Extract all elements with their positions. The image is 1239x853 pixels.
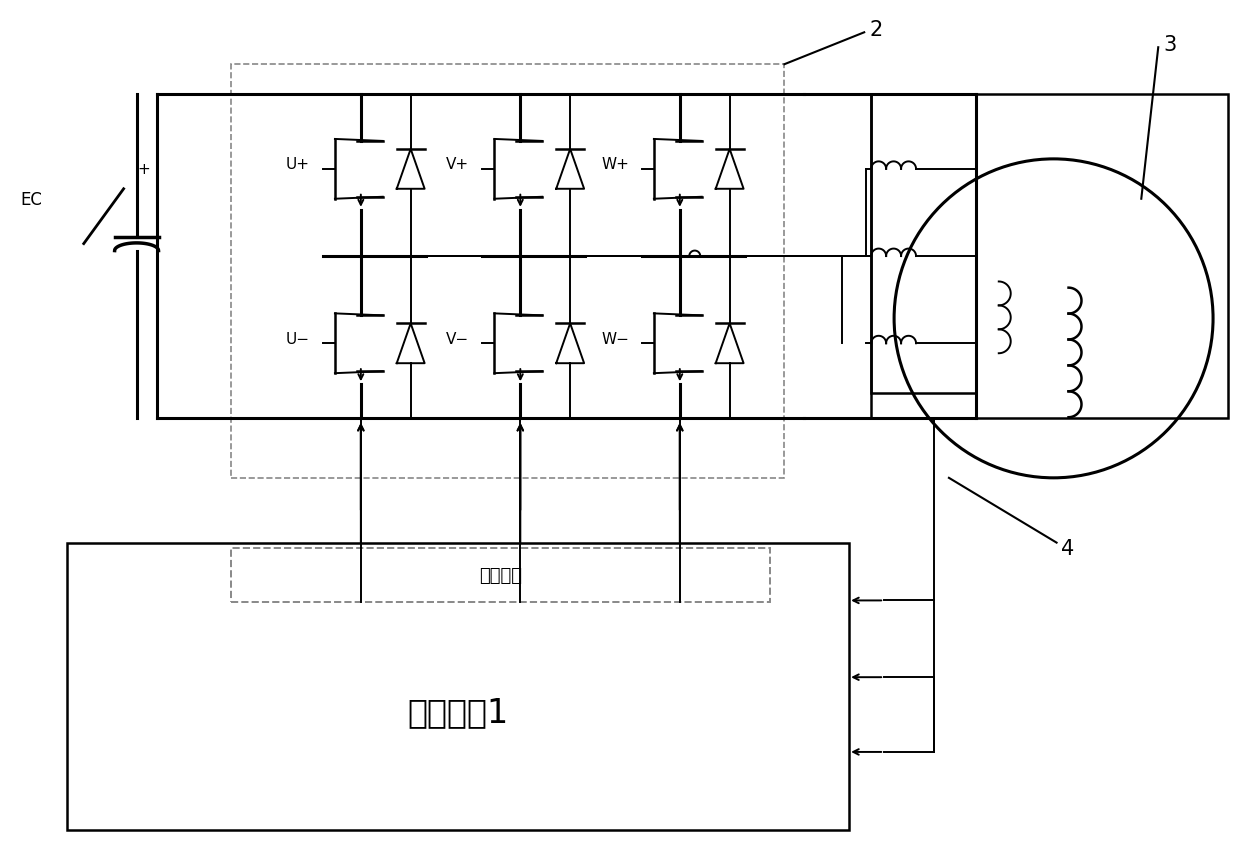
Text: W−: W− <box>601 332 629 346</box>
Text: +: + <box>138 162 150 177</box>
Text: 驱动信号: 驱动信号 <box>479 566 522 584</box>
Bar <box>67 543 849 830</box>
Bar <box>232 548 769 603</box>
Text: V−: V− <box>446 332 470 346</box>
Text: V+: V+ <box>446 157 470 172</box>
Text: EC: EC <box>20 190 42 208</box>
Text: 4: 4 <box>1061 538 1074 558</box>
Text: W+: W+ <box>601 157 629 172</box>
Text: 3: 3 <box>1163 35 1177 55</box>
Text: U+: U+ <box>286 157 310 172</box>
Bar <box>232 65 784 479</box>
Text: U−: U− <box>286 332 310 346</box>
Text: 控制芯片1: 控制芯片1 <box>408 696 509 728</box>
Bar <box>871 95 976 393</box>
Text: 2: 2 <box>870 20 882 40</box>
Bar <box>871 95 1228 419</box>
